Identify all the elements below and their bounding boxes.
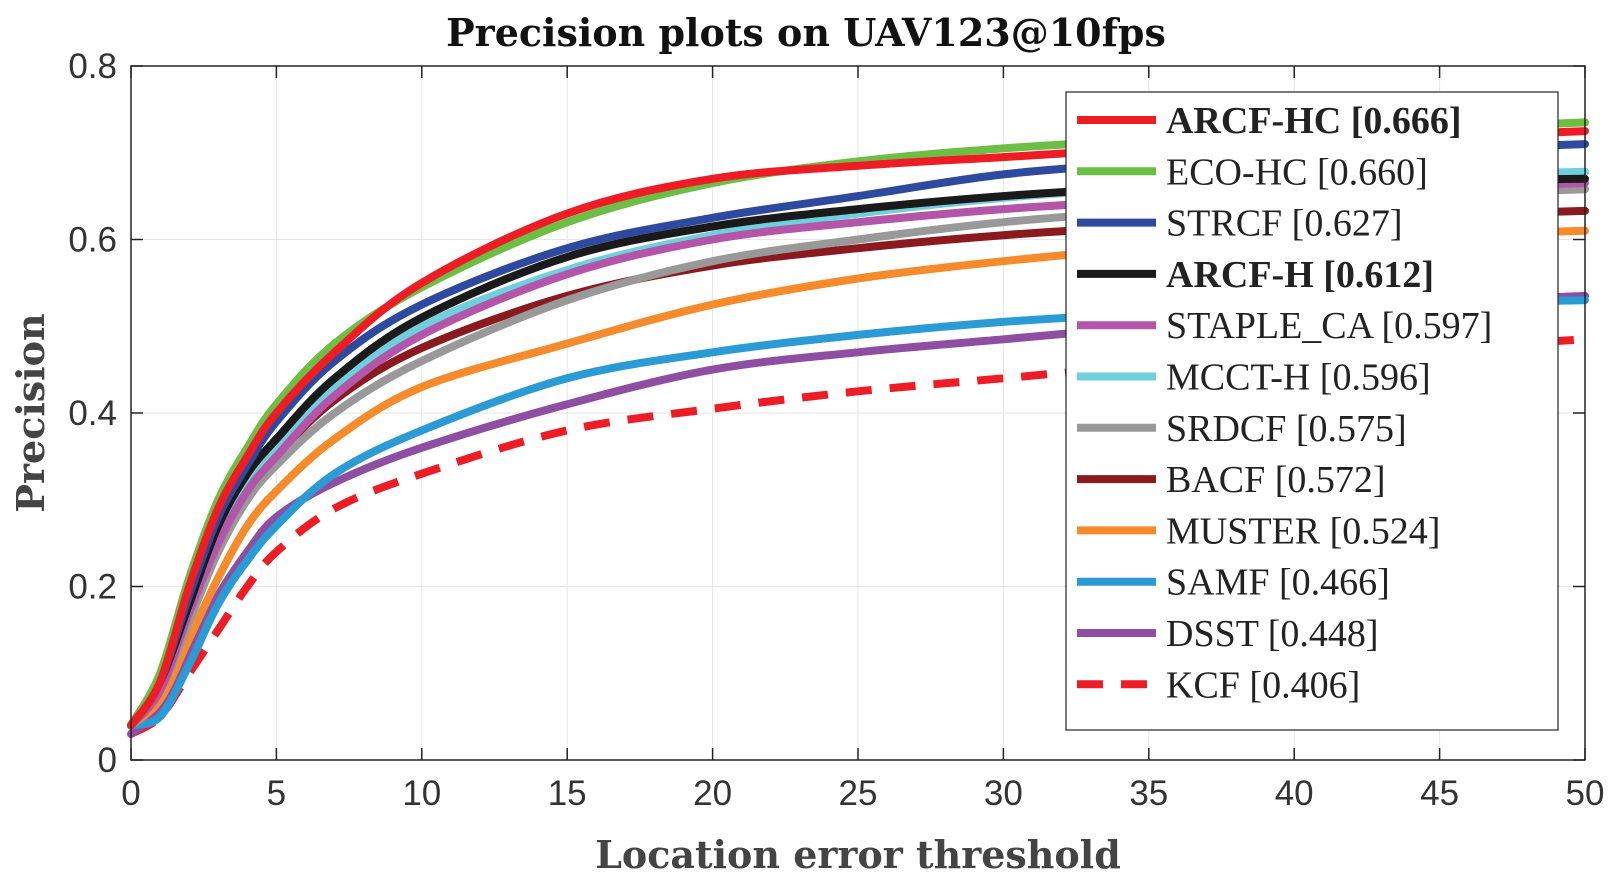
legend-label-arcf-h: ARCF-H [0.612]: [1166, 254, 1434, 296]
y-tick-label: 0.6: [68, 221, 117, 260]
y-tick-label: 0.4: [68, 394, 117, 433]
x-tick-label: 35: [1129, 774, 1168, 813]
legend-label-kcf: KCF [0.406]: [1166, 664, 1360, 706]
chart-title: Precision plots on UAV123@10fps: [446, 10, 1166, 55]
x-tick-label: 20: [693, 774, 732, 813]
ticks-layer: 0 5 10 15 20 25 30 35 40 45 50 0 0.2 0.4 0.6 0.8: [68, 47, 1604, 813]
y-axis-label: Precision: [8, 313, 53, 512]
x-tick-label: 30: [984, 774, 1023, 813]
legend-label-muster: MUSTER [0.524]: [1166, 510, 1440, 552]
legend: ARCF-HC [0.666] ECO-HC [0.660] STRCF [0.62…: [1065, 91, 1559, 731]
legend-label-bacf: BACF [0.572]: [1166, 459, 1386, 501]
legend-label-dsst: DSST [0.448]: [1166, 613, 1379, 655]
y-tick-label: 0.8: [68, 47, 117, 86]
legend-label-samf: SAMF [0.466]: [1166, 562, 1390, 604]
legend-label-strcf: STRCF [0.627]: [1166, 203, 1402, 245]
x-tick-label: 45: [1420, 774, 1459, 813]
x-tick-label: 10: [402, 774, 441, 813]
legend-label-srdcf: SRDCF [0.575]: [1166, 408, 1407, 450]
series-line-kcf: [128, 335, 1586, 738]
x-axis-label: Location error threshold: [595, 832, 1121, 877]
x-tick-label: 0: [121, 774, 140, 813]
x-tick-label: 5: [267, 774, 286, 813]
legend-label-eco-hc: ECO-HC [0.660]: [1166, 151, 1428, 193]
x-tick-label: 15: [548, 774, 587, 813]
y-tick-label: 0.2: [68, 568, 117, 607]
legend-label-arcf-hc: ARCF-HC [0.666]: [1166, 100, 1462, 142]
y-tick-label: 0: [98, 741, 117, 780]
legend-label-staple-ca: STAPLE_CA [0.597]: [1166, 305, 1492, 347]
x-tick-label: 40: [1275, 774, 1314, 813]
legend-box: [1065, 91, 1559, 731]
x-tick-label: 25: [839, 774, 878, 813]
legend-label-mcct-h: MCCT-H [0.596]: [1166, 357, 1431, 399]
x-tick-label: 50: [1566, 774, 1605, 813]
legend-items: ARCF-HC [0.666] ECO-HC [0.660] STRCF [0.62…: [1077, 100, 1492, 706]
